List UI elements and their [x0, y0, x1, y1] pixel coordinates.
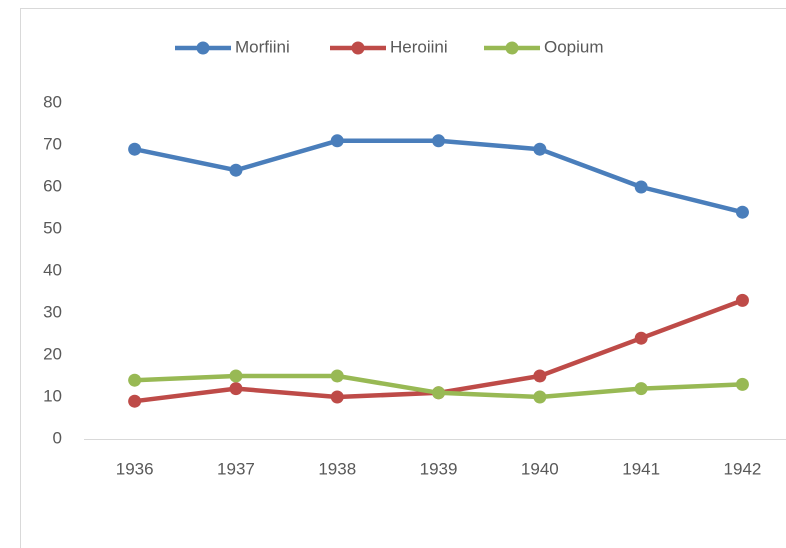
- x-tick-label: 1942: [724, 459, 762, 478]
- x-tick-label: 1936: [116, 459, 154, 478]
- x-tick-label: 1938: [318, 459, 356, 478]
- point: [330, 369, 344, 383]
- y-tick-label: 30: [43, 302, 62, 321]
- y-tick-label: 70: [43, 134, 62, 153]
- point: [735, 377, 749, 391]
- point: [229, 382, 243, 396]
- point: [229, 163, 243, 177]
- y-tick-label: 80: [43, 92, 62, 111]
- point: [634, 331, 648, 345]
- y-tick-label: 20: [43, 344, 62, 363]
- point: [634, 382, 648, 396]
- point: [533, 390, 547, 404]
- legend-marker: [196, 41, 210, 55]
- point: [533, 369, 547, 383]
- point: [533, 142, 547, 156]
- point: [330, 134, 344, 148]
- legend-label: Morfiini: [235, 37, 290, 56]
- legend-label: Oopium: [544, 37, 604, 56]
- legend-marker: [505, 41, 519, 55]
- y-tick-label: 60: [43, 176, 62, 195]
- y-tick-label: 10: [43, 386, 62, 405]
- y-tick-label: 50: [43, 218, 62, 237]
- chart-border: [20, 8, 786, 548]
- point: [128, 394, 142, 408]
- point: [229, 369, 243, 383]
- point: [432, 386, 446, 400]
- x-tick-label: 1941: [622, 459, 660, 478]
- point: [432, 134, 446, 148]
- point: [128, 373, 142, 387]
- y-tick-label: 40: [43, 260, 62, 279]
- x-tick-label: 1940: [521, 459, 559, 478]
- x-tick-label: 1937: [217, 459, 255, 478]
- y-tick-label: 0: [53, 428, 62, 447]
- x-tick-label: 1939: [420, 459, 458, 478]
- point: [128, 142, 142, 156]
- legend-label: Heroiini: [390, 37, 448, 56]
- point: [634, 180, 648, 194]
- legend-marker: [351, 41, 365, 55]
- point: [735, 293, 749, 307]
- point: [735, 205, 749, 219]
- point: [330, 390, 344, 404]
